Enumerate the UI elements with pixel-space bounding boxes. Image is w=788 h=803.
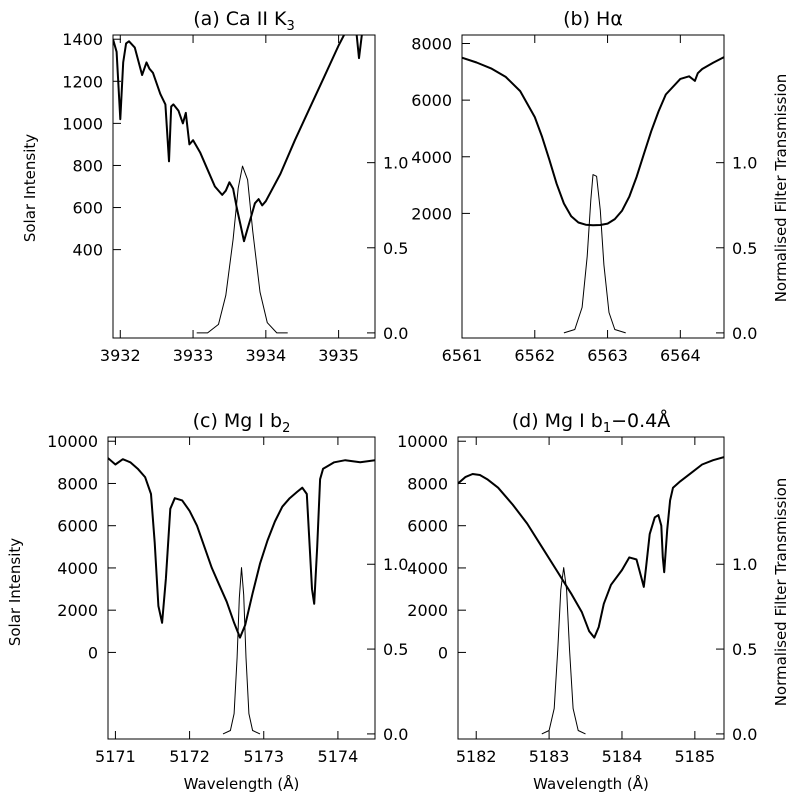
plot-frame-a xyxy=(112,34,376,339)
left-axis-title-bottom: Solar Intensity xyxy=(6,538,24,646)
x-tick-label-d-0: 5182 xyxy=(456,747,497,766)
filter-tick-label-c-0: 0.0 xyxy=(383,725,408,744)
panel-title-b: (b) Hα xyxy=(563,8,623,30)
filter-transmission-line-d xyxy=(541,567,586,735)
filter-tick-label-b-2: 1.0 xyxy=(732,154,757,173)
solar-intensity-line-a xyxy=(113,35,363,243)
filter-tick-label-a-0: 0.0 xyxy=(383,324,408,343)
intensity-tick-label-b-0: 2000 xyxy=(411,204,452,223)
intensity-tick-label-b-3: 8000 xyxy=(411,34,452,53)
intensity-tick-label-d-5: 10000 xyxy=(397,432,448,451)
panel-title-c: (c) Mg I b2 xyxy=(193,410,291,436)
filter-tick-label-d-1: 0.5 xyxy=(732,640,757,659)
x-tick-label-b-2: 6563 xyxy=(587,346,628,365)
x-tick-label-d-3: 5185 xyxy=(674,747,715,766)
intensity-tick-label-a-5: 1400 xyxy=(62,30,103,49)
intensity-tick-label-a-4: 1200 xyxy=(62,72,103,91)
x-tick-label-d-1: 5183 xyxy=(529,747,570,766)
intensity-tick-label-a-1: 600 xyxy=(72,199,103,218)
filter-tick-label-a-2: 1.0 xyxy=(383,154,408,173)
intensity-tick-label-d-1: 2000 xyxy=(407,601,448,620)
plot-frame-c xyxy=(107,436,376,740)
intensity-tick-label-d-2: 4000 xyxy=(407,559,448,578)
x-tick-label-a-1: 3933 xyxy=(173,346,214,365)
intensity-tick-label-a-2: 800 xyxy=(72,156,103,175)
intensity-tick-label-c-4: 8000 xyxy=(57,474,98,493)
filter-tick-label-b-1: 0.5 xyxy=(732,239,757,258)
x-tick-label-b-0: 6561 xyxy=(442,346,483,365)
filter-tick-label-b-0: 0.0 xyxy=(732,324,757,343)
x-tick-label-b-3: 6564 xyxy=(660,346,701,365)
intensity-tick-label-b-2: 6000 xyxy=(411,91,452,110)
solar-intensity-line-c xyxy=(108,457,375,639)
filter-tick-label-c-2: 1.0 xyxy=(383,555,408,574)
intensity-tick-label-d-3: 6000 xyxy=(407,517,448,536)
intensity-tick-label-d-0: 0 xyxy=(438,643,448,662)
left-axis-title-top: Solar Intensity xyxy=(21,134,39,242)
plot-frame-d xyxy=(457,436,725,740)
intensity-tick-label-c-0: 0 xyxy=(88,643,98,662)
intensity-tick-label-a-0: 400 xyxy=(72,241,103,260)
x-axis-label-c: Wavelength (Å) xyxy=(184,774,300,793)
filter-transmission-line-a xyxy=(196,165,288,334)
solar-intensity-line-d xyxy=(458,456,724,639)
intensity-tick-label-c-3: 6000 xyxy=(57,517,98,536)
intensity-tick-label-c-1: 2000 xyxy=(57,601,98,620)
x-tick-label-b-1: 6562 xyxy=(514,346,555,365)
filter-tick-label-c-1: 0.5 xyxy=(383,640,408,659)
plot-frame-b xyxy=(461,34,725,339)
intensity-tick-label-d-4: 8000 xyxy=(407,474,448,493)
x-tick-label-c-0: 5171 xyxy=(95,747,136,766)
x-tick-label-d-2: 5184 xyxy=(602,747,643,766)
x-tick-label-c-3: 5174 xyxy=(318,747,359,766)
x-tick-label-c-1: 5172 xyxy=(169,747,210,766)
x-axis-label-d: Wavelength (Å) xyxy=(533,774,649,793)
filter-transmission-line-b xyxy=(563,174,626,334)
intensity-tick-label-c-2: 4000 xyxy=(57,559,98,578)
intensity-tick-label-c-5: 10000 xyxy=(47,432,98,451)
x-tick-label-a-3: 3935 xyxy=(318,346,359,365)
right-axis-title-top: Normalised Filter Transmission xyxy=(772,74,788,303)
intensity-tick-label-a-3: 1000 xyxy=(62,114,103,133)
x-tick-label-a-0: 3932 xyxy=(100,346,141,365)
filter-tick-label-d-2: 1.0 xyxy=(732,555,757,574)
x-tick-label-a-2: 3934 xyxy=(245,346,286,365)
solar-intensity-line-b xyxy=(462,56,724,227)
filter-tick-label-a-1: 0.5 xyxy=(383,239,408,258)
intensity-tick-label-b-1: 4000 xyxy=(411,148,452,167)
panel-title-d: (d) Mg I b1−0.4Å xyxy=(512,409,671,436)
panel-title-a: (a) Ca II K3 xyxy=(193,8,294,34)
filter-tick-label-d-0: 0.0 xyxy=(732,725,757,744)
filter-transmission-line-c xyxy=(222,567,261,735)
right-axis-title-bottom: Normalised Filter Transmission xyxy=(772,478,788,707)
x-tick-label-c-2: 5173 xyxy=(243,747,284,766)
